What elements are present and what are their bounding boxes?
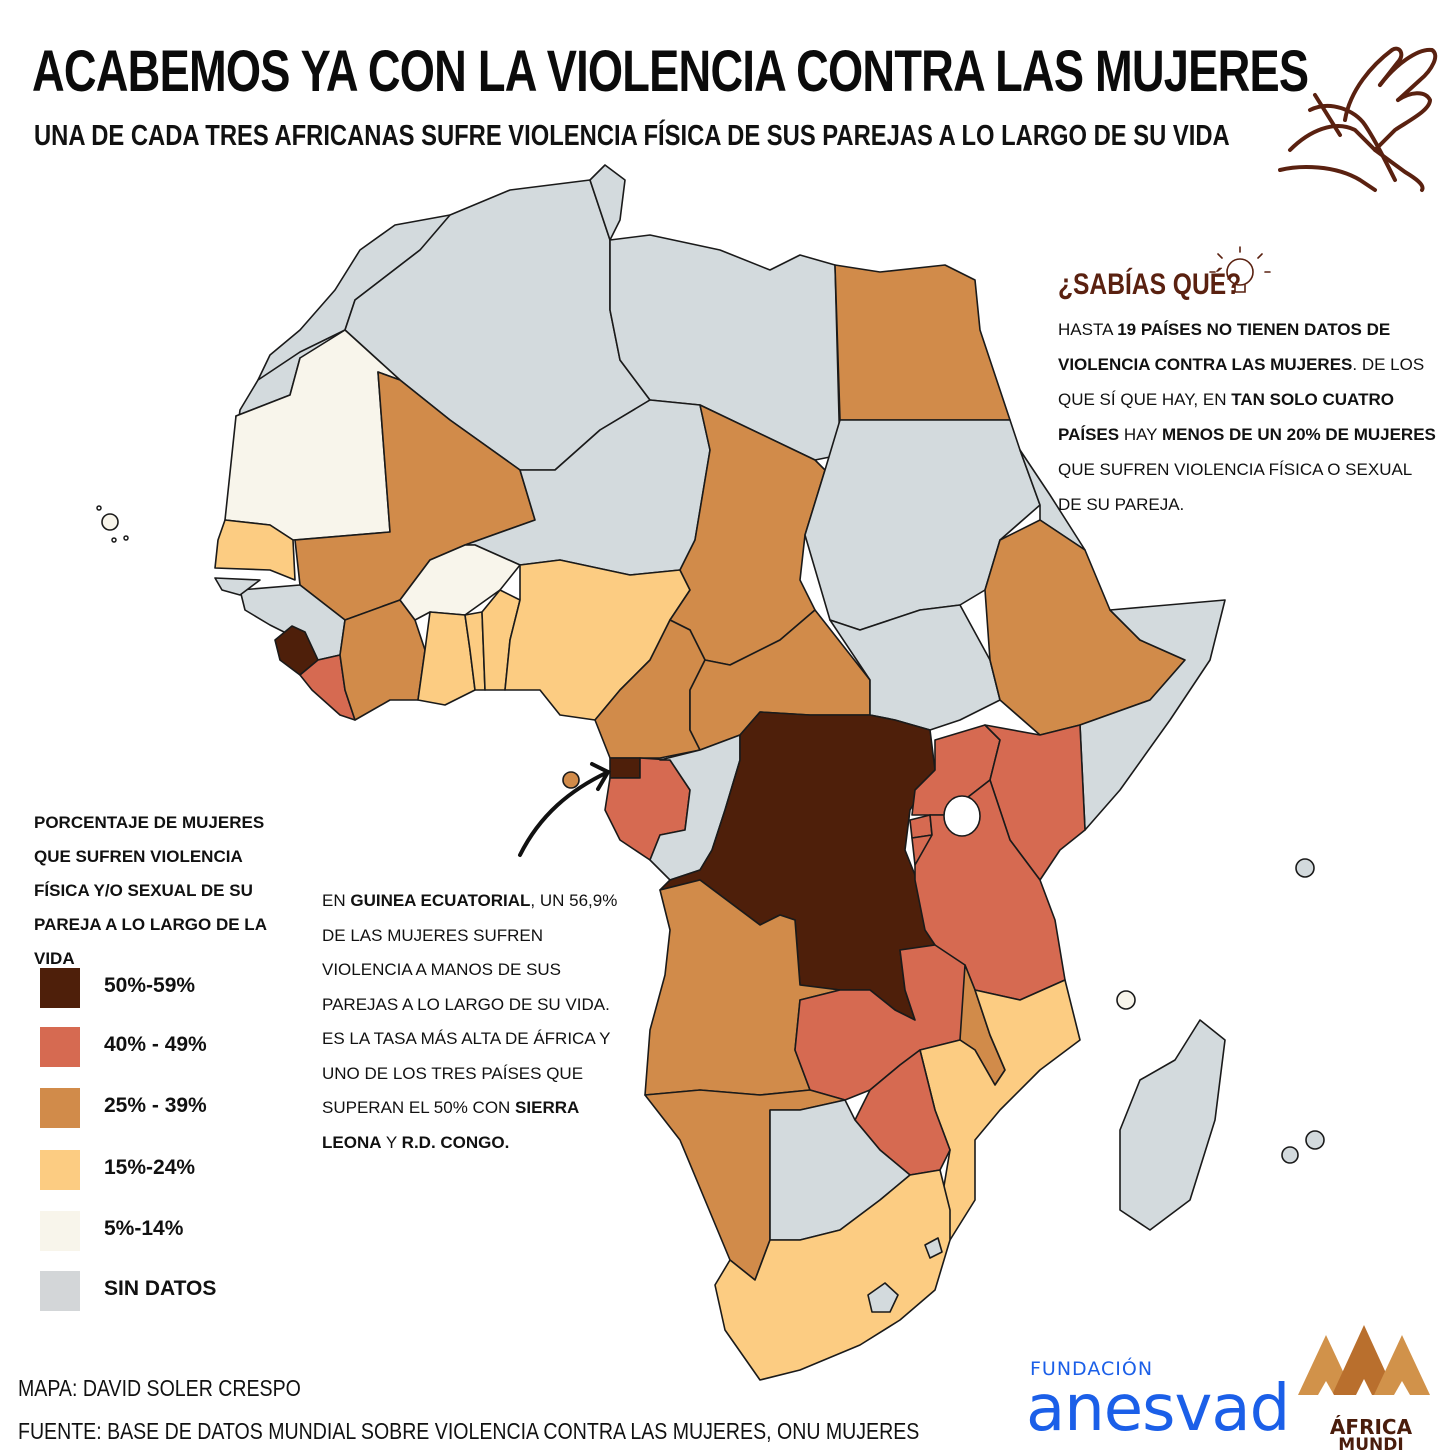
legend-title: PORCENTAJE DE MUJERES QUE SUFREN VIOLENC… xyxy=(34,813,267,968)
fact-text-segment: 19 PAÍSES NO TIENEN DATOS DE VIOLENCIA C… xyxy=(1058,320,1391,374)
lake-victoria xyxy=(943,795,981,837)
country-senegal xyxy=(214,519,296,581)
country-eq-guinea xyxy=(609,757,641,779)
africa-mundi-logo-text-1: ÁFRICA xyxy=(1329,1415,1413,1439)
fact-box: ¿SABÍAS QUÉ? HASTA 19 PAÍSES NO TIENEN D… xyxy=(1058,268,1438,522)
legend-swatch xyxy=(40,968,80,1008)
legend-label: 40% - 49% xyxy=(104,1033,207,1056)
island-bioko xyxy=(562,771,580,789)
island-comoros xyxy=(1116,990,1136,1010)
country-tunisia xyxy=(589,164,626,241)
note-text-segment: GUINEA ECUATORIAL xyxy=(350,891,531,910)
fact-text-segment: HASTA xyxy=(1058,320,1118,339)
legend-swatch xyxy=(40,1211,80,1251)
island-cape-verde xyxy=(101,513,119,531)
legend-swatch xyxy=(40,1271,80,1311)
island-mauritius xyxy=(1295,858,1315,878)
africa-mundi-logo-text-2: MUNDI xyxy=(1338,1435,1404,1455)
island-reunion xyxy=(1305,1130,1325,1150)
country-mauritania xyxy=(224,329,401,541)
legend-swatch xyxy=(40,1150,80,1190)
fact-text-segment: TAN SOLO CUATRO PAÍSES xyxy=(1058,390,1394,444)
note-text-segment: R.D. CONGO. xyxy=(401,1132,510,1152)
country-rwanda xyxy=(909,814,933,839)
legend-label: SIN DATOS xyxy=(104,1277,217,1300)
eq-guinea-note: EN GUINEA ECUATORIAL, UN 56,9% DE LAS MU… xyxy=(322,884,632,1160)
note-text-segment: Y xyxy=(381,1132,402,1152)
note-text-segment: , UN 56,9% DE LAS MUJERES SUFREN VIOLENC… xyxy=(322,891,618,1117)
countries xyxy=(96,164,1325,1381)
note-text-segment: SIERRA LEONA xyxy=(322,1098,579,1152)
country-cote-divoire xyxy=(339,599,426,721)
fact-text-segment: HAY xyxy=(1119,425,1162,444)
country-eswatini xyxy=(924,1237,943,1259)
fact-text-segment: . DE LOS QUE SÍ QUE HAY, EN xyxy=(1058,355,1425,409)
fact-box-body: HASTA 19 PAÍSES NO TIENEN DATOS DE VIOLE… xyxy=(1058,312,1438,522)
curved-arrow-icon xyxy=(518,762,611,857)
fact-box-title: ¿SABÍAS QUÉ? xyxy=(1058,268,1242,301)
country-togo xyxy=(464,611,486,691)
island-cape-verde-4 xyxy=(111,537,117,543)
country-south-sudan xyxy=(829,604,1001,731)
page-title: ACABEMOS YA CON LA VIOLENCIA CONTRA LAS … xyxy=(32,39,1309,104)
fact-text-segment: QUE SUFREN VIOLENCIA FÍSICA O SEXUAL DE … xyxy=(1058,460,1412,514)
hands-holding-icon xyxy=(1278,46,1438,192)
legend-swatch xyxy=(40,1027,80,1067)
anesvad-logo-main: anesvad xyxy=(1026,1372,1290,1446)
country-south-africa xyxy=(714,1169,951,1381)
legend-label: 15%-24% xyxy=(104,1156,196,1179)
lightbulb-icon xyxy=(1209,246,1271,293)
note-text-segment: EN xyxy=(322,891,351,910)
island-cape-verde-3 xyxy=(96,505,102,511)
country-madagascar xyxy=(1119,1019,1226,1231)
page-subtitle: UNA DE CADA TRES AFRICANAS SUFRE VIOLENC… xyxy=(34,120,1230,152)
country-egypt xyxy=(834,264,1011,421)
island-reunion-2 xyxy=(1281,1146,1299,1164)
fact-text-segment: MENOS DE UN 20% DE MUJERES xyxy=(1161,425,1436,444)
legend-label: 50%-59% xyxy=(104,974,196,997)
country-cameroon xyxy=(594,619,706,759)
map-credit: MAPA: DAVID SOLER CRESPO xyxy=(18,1375,301,1401)
africa-mundi-logo-icon xyxy=(1298,1325,1430,1395)
country-burkina-faso xyxy=(399,544,521,621)
anesvad-logo-top: FUNDACIÓN xyxy=(1030,1358,1154,1380)
island-cape-verde-2 xyxy=(123,535,129,541)
legend-label: 5%-14% xyxy=(104,1217,184,1240)
country-kenya xyxy=(984,724,1086,881)
source-credit: FUENTE: BASE DE DATOS MUNDIAL SOBRE VIOL… xyxy=(18,1418,920,1444)
legend-swatch xyxy=(40,1088,80,1128)
country-guinea-bissau xyxy=(214,577,261,596)
legend-label: 25% - 39% xyxy=(104,1094,207,1117)
country-lesotho xyxy=(867,1282,899,1313)
